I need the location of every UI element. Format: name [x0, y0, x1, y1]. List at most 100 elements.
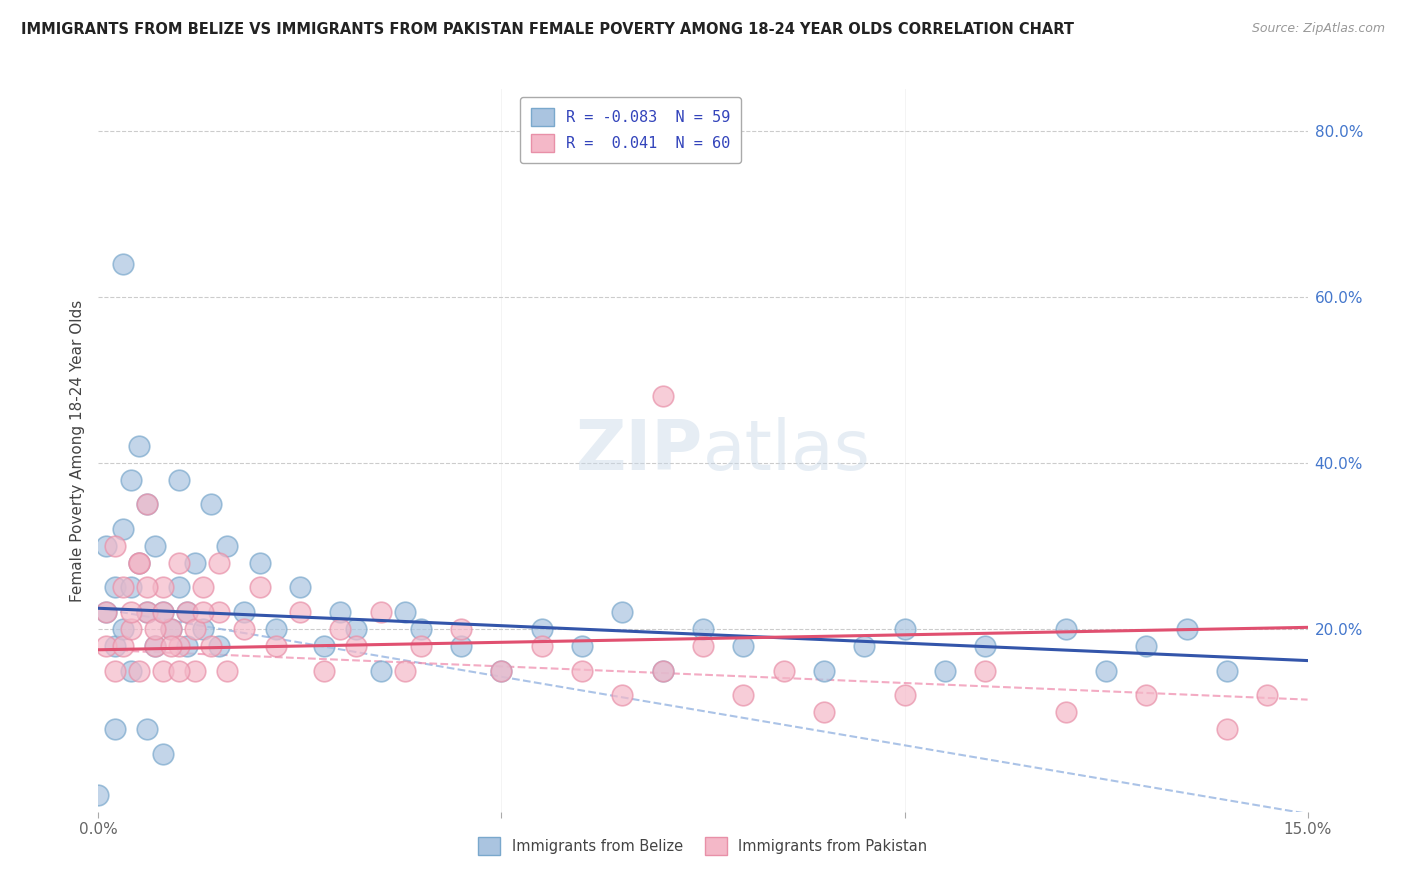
Point	[692, 639, 714, 653]
Point	[329, 606, 352, 620]
Point	[893, 622, 915, 636]
Point	[167, 639, 190, 653]
Point	[143, 639, 166, 653]
Point	[612, 606, 634, 620]
Point	[152, 747, 174, 761]
Point	[103, 581, 125, 595]
Point	[193, 622, 215, 636]
Point	[152, 606, 174, 620]
Point	[1216, 664, 1239, 678]
Point	[344, 622, 367, 636]
Point	[370, 606, 392, 620]
Point	[176, 606, 198, 620]
Point	[135, 606, 157, 620]
Point	[184, 556, 207, 570]
Point	[974, 664, 997, 678]
Text: atlas: atlas	[703, 417, 870, 484]
Point	[160, 622, 183, 636]
Point	[128, 556, 150, 570]
Point	[96, 539, 118, 553]
Point	[530, 622, 553, 636]
Point	[692, 622, 714, 636]
Point	[152, 664, 174, 678]
Point	[571, 664, 593, 678]
Point	[120, 473, 142, 487]
Point	[103, 539, 125, 553]
Point	[264, 622, 287, 636]
Point	[160, 639, 183, 653]
Point	[1216, 722, 1239, 736]
Point	[160, 622, 183, 636]
Point	[853, 639, 876, 653]
Point	[772, 664, 794, 678]
Point	[1135, 639, 1157, 653]
Point	[651, 664, 673, 678]
Point	[288, 606, 311, 620]
Point	[111, 522, 134, 536]
Point	[733, 639, 755, 653]
Point	[1256, 689, 1278, 703]
Point	[409, 639, 432, 653]
Point	[120, 606, 142, 620]
Point	[111, 257, 134, 271]
Point	[176, 639, 198, 653]
Point	[176, 606, 198, 620]
Point	[135, 498, 157, 512]
Point	[135, 498, 157, 512]
Point	[651, 389, 673, 403]
Text: ZIP: ZIP	[575, 417, 703, 484]
Point	[571, 639, 593, 653]
Point	[167, 473, 190, 487]
Point	[813, 664, 835, 678]
Point	[612, 689, 634, 703]
Point	[813, 705, 835, 719]
Point	[103, 639, 125, 653]
Point	[232, 622, 254, 636]
Point	[314, 664, 336, 678]
Point	[200, 639, 222, 653]
Point	[450, 639, 472, 653]
Point	[103, 664, 125, 678]
Point	[120, 581, 142, 595]
Point	[1095, 664, 1118, 678]
Text: IMMIGRANTS FROM BELIZE VS IMMIGRANTS FROM PAKISTAN FEMALE POVERTY AMONG 18-24 YE: IMMIGRANTS FROM BELIZE VS IMMIGRANTS FRO…	[21, 22, 1074, 37]
Point	[128, 556, 150, 570]
Point	[167, 556, 190, 570]
Point	[184, 622, 207, 636]
Point	[87, 788, 110, 802]
Point	[193, 606, 215, 620]
Point	[217, 539, 239, 553]
Point	[1054, 622, 1077, 636]
Point	[96, 606, 118, 620]
Point	[128, 556, 150, 570]
Point	[167, 664, 190, 678]
Point	[1175, 622, 1198, 636]
Point	[193, 581, 215, 595]
Point	[314, 639, 336, 653]
Point	[491, 664, 513, 678]
Point	[217, 664, 239, 678]
Point	[96, 606, 118, 620]
Point	[409, 622, 432, 636]
Point	[208, 606, 231, 620]
Point	[974, 639, 997, 653]
Point	[135, 722, 157, 736]
Point	[120, 622, 142, 636]
Point	[200, 498, 222, 512]
Point	[893, 689, 915, 703]
Point	[135, 581, 157, 595]
Point	[344, 639, 367, 653]
Point	[128, 439, 150, 453]
Point	[264, 639, 287, 653]
Point	[143, 539, 166, 553]
Point	[288, 581, 311, 595]
Y-axis label: Female Poverty Among 18-24 Year Olds: Female Poverty Among 18-24 Year Olds	[69, 300, 84, 601]
Point	[120, 664, 142, 678]
Point	[96, 639, 118, 653]
Point	[152, 581, 174, 595]
Point	[167, 581, 190, 595]
Point	[143, 622, 166, 636]
Point	[143, 639, 166, 653]
Point	[934, 664, 956, 678]
Point	[135, 606, 157, 620]
